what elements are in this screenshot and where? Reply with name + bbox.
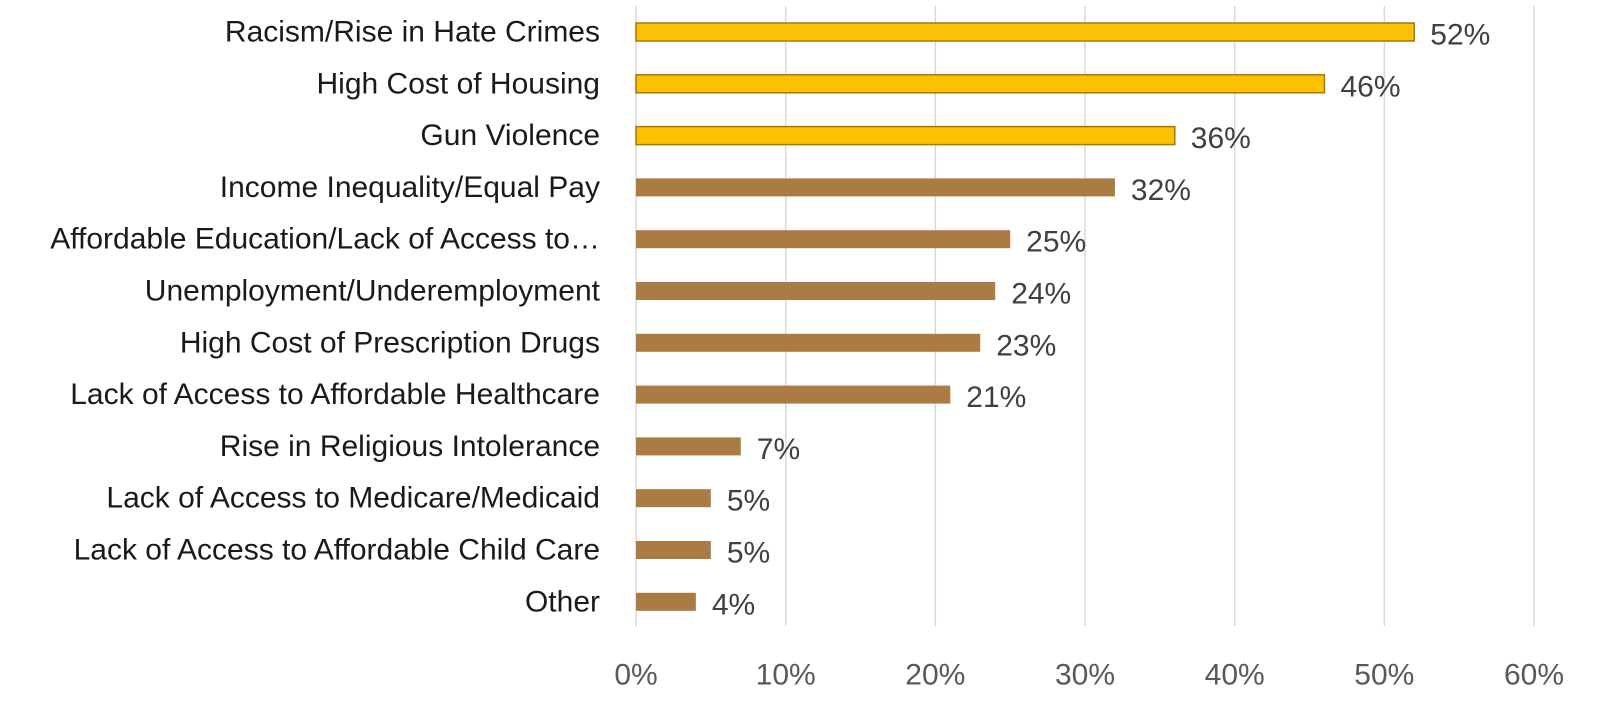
- data-label: 24%: [1011, 278, 1071, 311]
- bar-9: [636, 437, 741, 456]
- bar-12: [636, 592, 696, 611]
- x-axis-tick-labels: 0% 10% 20% 30% 40% 50% 60%: [614, 659, 1564, 692]
- x-tick-label: 50%: [1354, 659, 1414, 692]
- data-labels: 52% 46% 36%32% 25% 24% 23% 21% 7% 5% 5% 4%: [712, 19, 1490, 622]
- bar-11: [636, 541, 711, 559]
- data-label: 25%: [1026, 226, 1086, 259]
- category-label: Lack of Access to Affordable Child Care: [74, 534, 600, 567]
- category-label: Income Inequality/Equal Pay: [220, 171, 600, 204]
- data-label: 46%: [1340, 70, 1400, 103]
- x-tick-label: 30%: [1055, 659, 1115, 692]
- data-label: 36%: [1191, 122, 1251, 155]
- data-label: 4%: [712, 588, 755, 621]
- category-label: Rise in Religious Intolerance: [220, 430, 600, 463]
- bar-5: [636, 230, 1011, 249]
- data-label: 21%: [966, 381, 1026, 414]
- gridlines: [635, 6, 1535, 626]
- category-labels: Racism/Rise in Hate Crimes High Cost of H…: [50, 16, 600, 619]
- bars: [635, 22, 1416, 611]
- bar-6: [636, 282, 996, 300]
- bar-1: [635, 22, 1416, 42]
- category-label: Affordable Education/Lack of Access to…: [50, 223, 600, 256]
- data-label: 23%: [996, 329, 1056, 362]
- category-label: Gun Violence: [420, 119, 600, 152]
- x-tick-label: 40%: [1205, 659, 1265, 692]
- bar-8: [636, 385, 951, 404]
- bar-2: [635, 74, 1326, 94]
- bar-3: [635, 125, 1176, 146]
- x-tick-label: 60%: [1504, 659, 1564, 692]
- category-label: High Cost of Housing: [317, 67, 600, 100]
- bar-4: [636, 178, 1115, 197]
- category-label: Racism/Rise in Hate Crimes: [225, 16, 600, 49]
- bar-10: [636, 489, 711, 508]
- category-label: Unemployment/Underemployment: [145, 275, 601, 308]
- category-label: High Cost of Prescription Drugs: [180, 326, 600, 359]
- category-label: Other: [525, 585, 600, 618]
- data-label: 52%: [1430, 19, 1490, 52]
- category-label: Lack of Access to Affordable Healthcare: [70, 378, 600, 411]
- bar-7: [636, 333, 981, 352]
- x-tick-label: 20%: [905, 659, 965, 692]
- data-label: 5%: [727, 485, 770, 518]
- data-label: 5%: [727, 537, 770, 570]
- category-label: Lack of Access to Medicare/Medicaid: [106, 482, 600, 515]
- x-tick-label: 10%: [756, 659, 816, 692]
- data-label: 7%: [757, 433, 800, 466]
- data-label: 32%: [1131, 174, 1191, 207]
- x-tick-label: 0%: [614, 659, 657, 692]
